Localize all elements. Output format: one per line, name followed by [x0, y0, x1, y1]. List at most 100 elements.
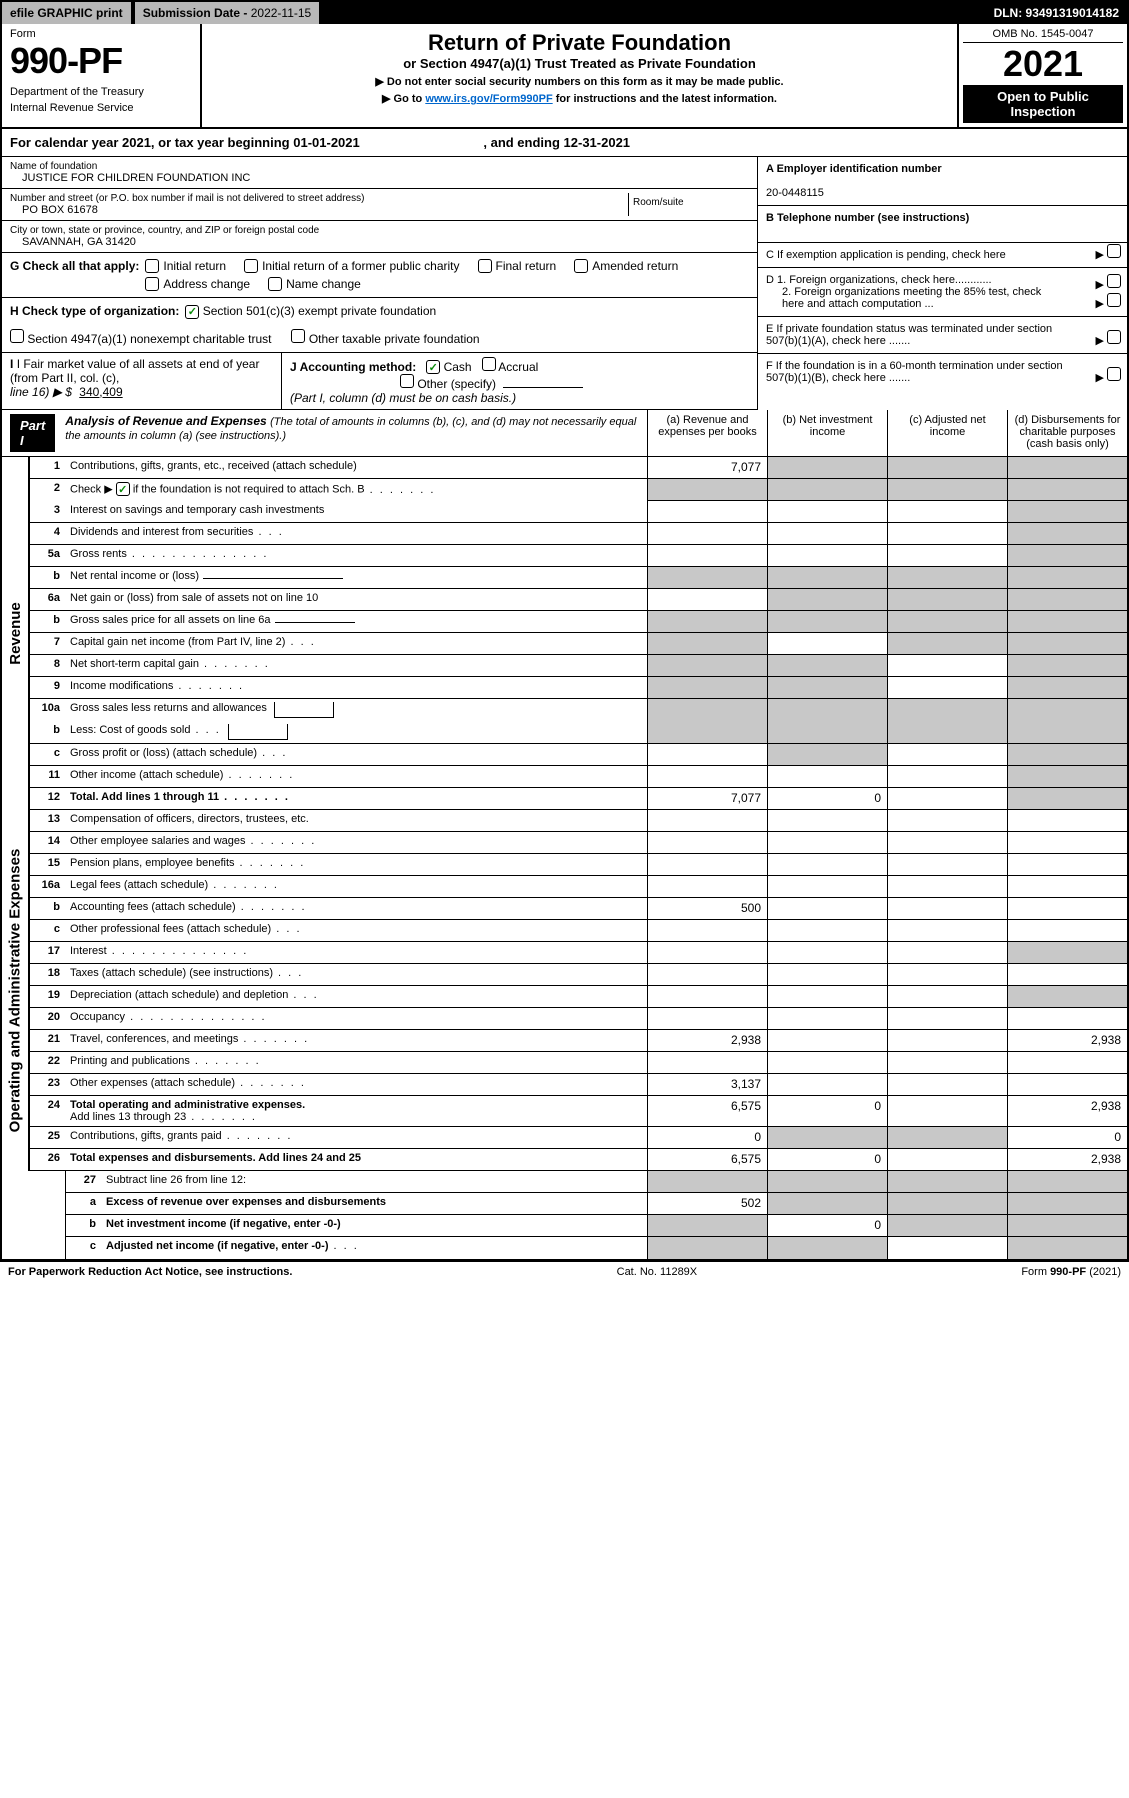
checkbox-icon — [574, 259, 588, 273]
room-label: Room/suite — [629, 193, 749, 216]
checkbox-icon — [1107, 274, 1121, 288]
line-3: 3Interest on savings and temporary cash … — [30, 501, 1127, 523]
foundation-name: JUSTICE FOR CHILDREN FOUNDATION INC — [10, 172, 749, 184]
g-options: Initial return Initial return of a forme… — [145, 259, 749, 291]
checkbox-icon — [1107, 293, 1121, 307]
info-left: Name of foundation JUSTICE FOR CHILDREN … — [2, 157, 757, 410]
h-opt-4947[interactable]: Section 4947(a)(1) nonexempt charitable … — [10, 329, 271, 346]
line-26: 26Total expenses and disbursements. Add … — [30, 1149, 1127, 1171]
c-checkbox[interactable]: ▶ — [1095, 244, 1121, 261]
footer-right: Form 990-PF (2021) — [1021, 1266, 1121, 1278]
city-label: City or town, state or province, country… — [10, 225, 749, 236]
line-10a: 10aGross sales less returns and allowanc… — [30, 699, 1127, 721]
f-label: F If the foundation is in a 60-month ter… — [766, 360, 1066, 384]
open-to-public: Open to PublicInspection — [963, 85, 1123, 123]
h-opt-other[interactable]: Other taxable private foundation — [291, 329, 479, 346]
c-label: C If exemption application is pending, c… — [766, 249, 1006, 261]
dept-irs: Internal Revenue Service — [10, 102, 192, 114]
form-label: Form — [10, 28, 192, 40]
line-27a: aExcess of revenue over expenses and dis… — [66, 1193, 1127, 1215]
g-check-row: G Check all that apply: Initial return I… — [2, 253, 757, 298]
form-page: efile GRAPHIC print Submission Date - 20… — [0, 0, 1129, 1262]
tax-year: 2021 — [963, 43, 1123, 85]
form-title-block: Return of Private Foundation or Section … — [202, 24, 957, 127]
col-c-header: (c) Adjusted net income — [887, 410, 1007, 456]
footer-mid: Cat. No. 11289X — [617, 1266, 698, 1278]
ij-row: I I Fair market value of all assets at e… — [2, 353, 757, 411]
calendar-year-row: For calendar year 2021, or tax year begi… — [2, 129, 1127, 157]
g-opt-final[interactable]: Final return — [478, 259, 557, 273]
line-14: 14Other employee salaries and wages — [30, 832, 1127, 854]
topbar: efile GRAPHIC print Submission Date - 20… — [2, 2, 1127, 24]
e-checkbox[interactable]: ▶ — [1095, 330, 1121, 347]
f-checkbox[interactable]: ▶ — [1095, 367, 1121, 384]
submission-date: Submission Date - 2022-11-15 — [133, 2, 320, 24]
checkbox-icon — [1107, 367, 1121, 381]
instr-ssn: ▶ Do not enter social security numbers o… — [208, 75, 951, 88]
line-17: 17Interest — [30, 942, 1127, 964]
city: SAVANNAH, GA 31420 — [10, 236, 749, 248]
j-label: J Accounting method: — [290, 360, 416, 374]
foundation-name-label: Name of foundation — [10, 161, 749, 172]
d1-checkbox[interactable]: ▶ — [1095, 274, 1121, 291]
g-opt-amended[interactable]: Amended return — [574, 259, 678, 273]
g-opt-initial-former[interactable]: Initial return of a former public charit… — [244, 259, 459, 273]
checkbox-icon[interactable] — [482, 357, 496, 371]
form990pf-link[interactable]: www.irs.gov/Form990PF — [425, 93, 552, 105]
dln: DLN: 93491319014182 — [986, 2, 1127, 24]
info-grid: Name of foundation JUSTICE FOR CHILDREN … — [2, 157, 1127, 410]
checkbox-checked-icon[interactable] — [116, 482, 130, 496]
j-note: (Part I, column (d) must be on cash basi… — [290, 391, 516, 405]
g-opt-address[interactable]: Address change — [145, 277, 250, 291]
efile-badge: efile GRAPHIC print — [2, 2, 131, 24]
revenue-rows: 1Contributions, gifts, grants, etc., rec… — [30, 457, 1127, 810]
ein: 20-0448115 — [766, 187, 824, 199]
opex-rows: 13Compensation of officers, directors, t… — [30, 810, 1127, 1171]
h-opt-501c3[interactable]: Section 501(c)(3) exempt private foundat… — [185, 304, 436, 319]
info-right: A Employer identification number 20-0448… — [757, 157, 1127, 410]
line-2: 2Check ▶ if the foundation is not requir… — [30, 479, 1127, 501]
line-27: 27Subtract line 26 from line 12: — [66, 1171, 1127, 1193]
line-7: 7Capital gain net income (from Part IV, … — [30, 633, 1127, 655]
checkbox-icon[interactable] — [400, 374, 414, 388]
f-cell: F If the foundation is in a 60-month ter… — [758, 354, 1127, 390]
h-check-row: H Check type of organization: Section 50… — [2, 298, 757, 353]
e-label: E If private foundation status was termi… — [766, 323, 1066, 347]
c-cell: C If exemption application is pending, c… — [758, 243, 1127, 268]
d2-label: 2. Foreign organizations meeting the 85%… — [766, 286, 1046, 310]
address: PO BOX 61678 — [10, 204, 628, 216]
part1-title-cell: Part I Analysis of Revenue and Expenses … — [2, 410, 647, 456]
checkbox-icon — [145, 277, 159, 291]
opex-section: Operating and Administrative Expenses 13… — [2, 810, 1127, 1171]
checkbox-icon — [1107, 330, 1121, 344]
checkbox-icon — [145, 259, 159, 273]
line-16b: bAccounting fees (attach schedule)500 — [30, 898, 1127, 920]
line-21: 21Travel, conferences, and meetings2,938… — [30, 1030, 1127, 1052]
line-11: 11Other income (attach schedule) — [30, 766, 1127, 788]
checkbox-checked-icon[interactable] — [426, 360, 440, 374]
form-header: Form 990-PF Department of the Treasury I… — [2, 24, 1127, 129]
line-20: 20Occupancy — [30, 1008, 1127, 1030]
telephone-label: B Telephone number (see instructions) — [766, 212, 969, 224]
line-22: 22Printing and publications — [30, 1052, 1127, 1074]
fmv-cell: I I Fair market value of all assets at e… — [2, 353, 282, 410]
line-6b: bGross sales price for all assets on lin… — [30, 611, 1127, 633]
form-title: Return of Private Foundation — [208, 30, 951, 56]
line-18: 18Taxes (attach schedule) (see instructi… — [30, 964, 1127, 986]
revenue-side-label: Revenue — [2, 457, 30, 810]
city-cell: City or town, state or province, country… — [2, 221, 757, 253]
submission-date-label: Submission Date - — [143, 6, 251, 20]
g-opt-initial[interactable]: Initial return — [145, 259, 226, 273]
ein-cell: A Employer identification number 20-0448… — [758, 157, 1127, 206]
line-19: 19Depreciation (attach schedule) and dep… — [30, 986, 1127, 1008]
part1-badge: Part I — [10, 414, 55, 452]
checkbox-icon — [268, 277, 282, 291]
d2-checkbox[interactable]: ▶ — [1095, 293, 1121, 310]
g-opt-name[interactable]: Name change — [268, 277, 361, 291]
g-label: G Check all that apply: — [10, 259, 139, 273]
line-9: 9Income modifications — [30, 677, 1127, 699]
line-10b: bLess: Cost of goods sold — [30, 721, 1127, 744]
i-label: I — [10, 357, 13, 371]
year-block: OMB No. 1545-0047 2021 Open to PublicIns… — [957, 24, 1127, 127]
d1-label: D 1. Foreign organizations, check here..… — [766, 274, 992, 286]
